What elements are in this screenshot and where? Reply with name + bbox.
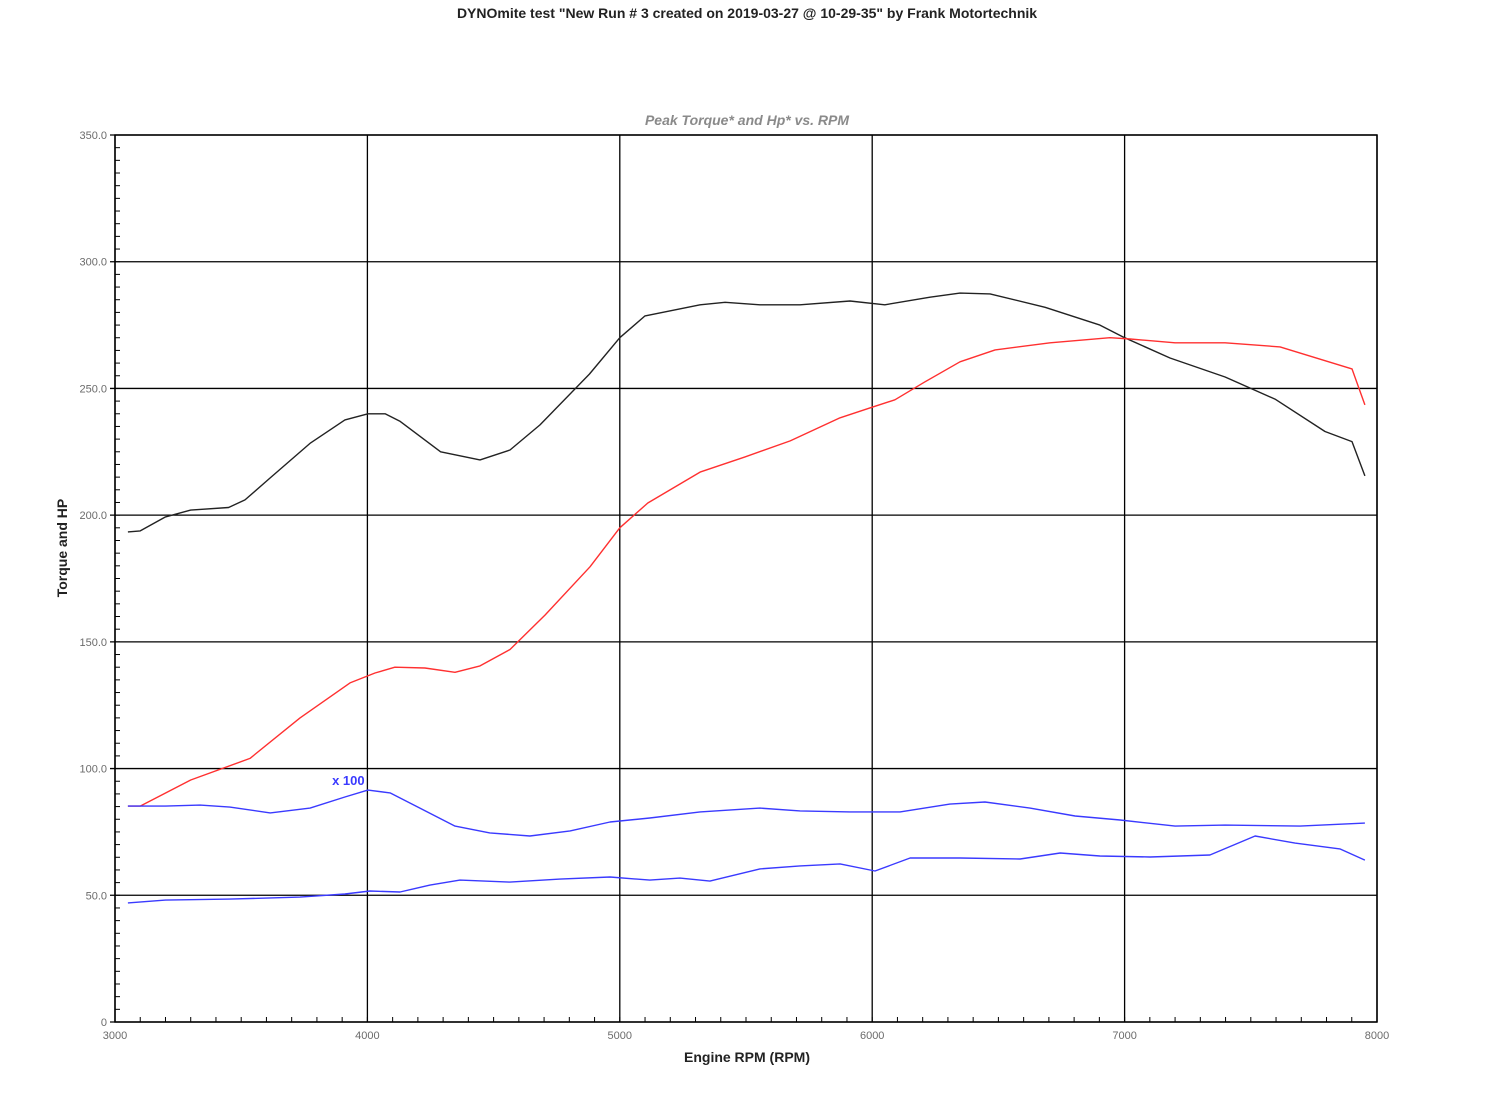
x-tick-label: 8000 <box>1365 1030 1389 1042</box>
x-tick-label: 5000 <box>608 1030 632 1042</box>
x-tick-label: 7000 <box>1112 1030 1136 1042</box>
chart-title: DYNOmite test "New Run # 3 created on 20… <box>457 5 1037 21</box>
scale-annotation: x 100 <box>332 773 365 788</box>
series-line-0 <box>127 292 1366 533</box>
y-tick-label: 0 <box>101 1017 107 1029</box>
y-tick-label: 50.0 <box>86 890 107 902</box>
axis-ticks: 3000 4000 5000 6000 7000 8000 0 50.0 100.0 150.0 2… <box>79 130 1389 1042</box>
y-tick-label: 150.0 <box>79 637 107 649</box>
chart-subtitle: Peak Torque* and Hp* vs. RPM <box>645 112 849 128</box>
series-line-1 <box>127 337 1366 807</box>
series-group <box>127 292 1366 904</box>
x-tick-label: 6000 <box>860 1030 884 1042</box>
series-line-2 <box>127 789 1365 837</box>
y-tick-label: 350.0 <box>79 130 107 142</box>
x-axis-label: Engine RPM (RPM) <box>684 1049 810 1065</box>
y-tick-label: 300.0 <box>79 257 107 269</box>
y-tick-label: 100.0 <box>79 764 107 776</box>
grid <box>110 134 1378 1023</box>
series-line-3 <box>127 835 1366 904</box>
x-tick-label: 3000 <box>103 1030 127 1042</box>
y-tick-label: 200.0 <box>79 510 107 522</box>
x-tick-label: 4000 <box>355 1030 379 1042</box>
plot-frame <box>114 134 1378 1023</box>
y-axis-label: Torque and HP <box>54 499 70 598</box>
y-tick-label: 250.0 <box>79 383 107 395</box>
